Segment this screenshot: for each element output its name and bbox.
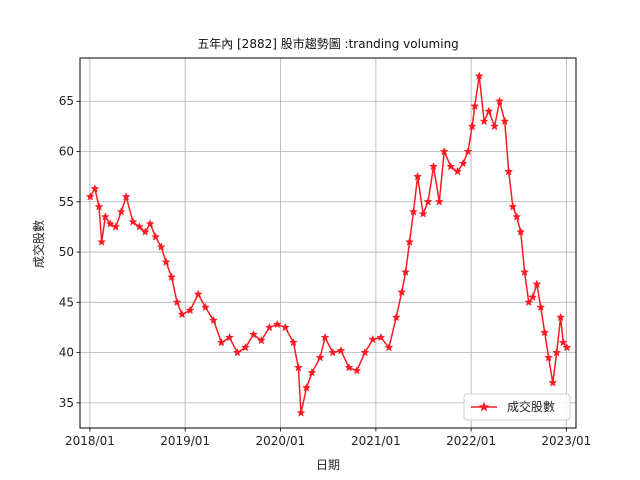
x-tick-label: 2023/01: [541, 434, 591, 448]
legend: 成交股數: [464, 394, 570, 420]
y-tick-label: 50: [59, 245, 74, 259]
x-tick-label: 2022/01: [446, 434, 496, 448]
y-tick-label: 65: [59, 94, 74, 108]
y-tick-label: 35: [59, 396, 74, 410]
x-tick-label: 2018/01: [65, 434, 115, 448]
x-tick-label: 2021/01: [351, 434, 401, 448]
y-axis-label: 成交股數: [31, 220, 46, 268]
y-tick-label: 60: [59, 145, 74, 159]
y-tick-label: 55: [59, 195, 74, 209]
x-tick-label: 2020/01: [255, 434, 305, 448]
x-tick-label: 2019/01: [160, 434, 210, 448]
y-tick-label: 45: [59, 295, 74, 309]
x-axis-label: 日期: [316, 458, 340, 472]
legend-label: 成交股數: [507, 399, 555, 414]
y-tick-label: 40: [59, 346, 74, 360]
chart-title: 五年內 [2882] 股市趨勢圖 :tranding voluming: [197, 36, 459, 51]
